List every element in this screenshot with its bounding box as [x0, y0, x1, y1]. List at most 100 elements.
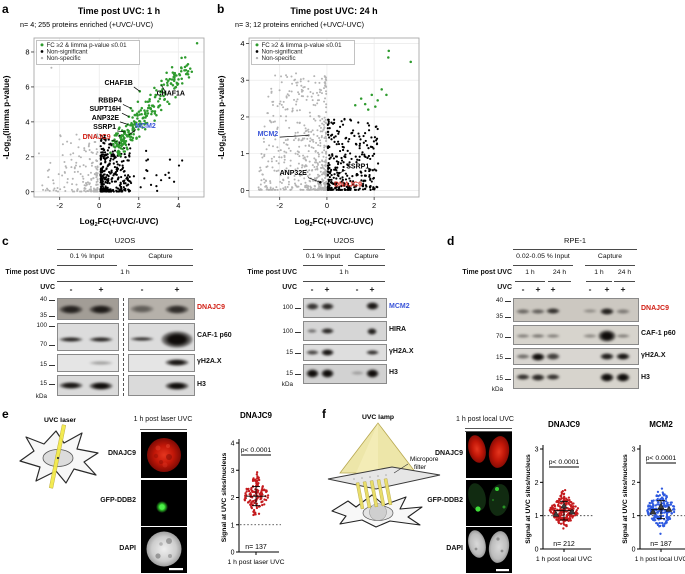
micrograph-dnajc9-laser: [141, 432, 187, 478]
blot-box: [128, 298, 195, 320]
svg-text:Non-significant: Non-significant: [47, 49, 88, 56]
protein-band: [160, 330, 194, 348]
svg-text:4: 4: [240, 39, 244, 48]
protein-band: [350, 371, 364, 375]
svg-text:0: 0: [632, 547, 636, 554]
protein-band: [546, 374, 560, 381]
protein-band: [89, 360, 113, 365]
protein-band: [365, 368, 379, 378]
protein-band: [616, 308, 630, 314]
protein-band: [305, 302, 319, 310]
protein-band: [59, 382, 83, 389]
kda-tick: [295, 353, 301, 355]
micro-row-label-gfpddb2: GFP-DDB2: [427, 497, 463, 504]
uvc-sign: -: [355, 284, 359, 294]
divider: [513, 265, 573, 266]
column-header: 0.1 % Input: [69, 253, 105, 260]
svg-text:0: 0: [535, 547, 539, 554]
protein-band: [320, 328, 334, 334]
protein-label-ssrp1: SSRP1: [93, 124, 116, 131]
divider: [548, 281, 571, 282]
kda-marker: 70: [39, 341, 47, 349]
kda-marker: 100: [282, 304, 293, 311]
protein-band: [531, 308, 545, 314]
svg-text:3: 3: [231, 468, 235, 475]
protein-label-anp32e: ANP32E: [280, 170, 308, 177]
y-axis-label: Signal at UVC sites/nucleus: [221, 453, 228, 543]
divider: [303, 249, 385, 250]
uvc-sign: +: [98, 284, 104, 294]
x-axis-label: 1 h post local UVC: [635, 556, 685, 563]
kda-marker: 15: [285, 370, 293, 377]
svg-text:Non-specific: Non-specific: [262, 55, 296, 62]
svg-text:-2: -2: [276, 201, 283, 210]
divider: [465, 430, 512, 432]
protein-label-ssrp1: SSRP1: [346, 163, 369, 170]
kda-tick: [49, 300, 55, 302]
time-value: 1 h: [525, 269, 535, 276]
time-post-uvc-label: Time post UVC: [462, 269, 512, 276]
kda-marker: 15: [39, 380, 47, 388]
svg-text:-2: -2: [56, 201, 63, 210]
kda-marker: 15: [495, 354, 503, 362]
kda-marker: 70: [495, 333, 503, 341]
chart-title: Time post UVC: 24 h: [290, 6, 377, 16]
protein-band: [600, 307, 614, 315]
kda-tick: [505, 337, 511, 339]
panel-f: f UVC lamp Micropore filter 1 h post loc…: [320, 405, 685, 574]
cell-line-label: U2OS: [114, 236, 136, 245]
kda-tick: [505, 317, 511, 319]
column-header: 0.02-0.05 % Input: [516, 253, 570, 260]
time-value: 24 h: [617, 269, 632, 276]
kda-tick: [295, 332, 301, 333]
kda-marker: 35: [495, 313, 503, 321]
svg-text:8: 8: [25, 47, 29, 56]
svg-text:3: 3: [240, 76, 244, 85]
uvc-label: UVC: [497, 284, 512, 291]
x-axis-label: Log2FC(+UVC/-UVC): [80, 217, 159, 228]
micro-row-label-gfpddb2: GFP-DDB2: [100, 497, 136, 504]
time-value: 1 h: [339, 269, 349, 276]
svg-text:0: 0: [25, 187, 29, 196]
scatter-points: [257, 49, 412, 191]
target-label: CAF-1 p60: [641, 330, 676, 337]
uvc-sign: -: [140, 284, 144, 294]
blot-box: [128, 354, 195, 372]
uvc-sign: +: [369, 284, 375, 294]
p-value-label: p< 0.0001: [646, 455, 677, 462]
target-label: DNAJC9: [641, 305, 670, 312]
protein-band: [89, 336, 113, 342]
blot-box: [57, 375, 119, 396]
uvc-lamp-cartoon-title: UVC lamp: [362, 414, 394, 421]
time-value: 24 h: [552, 269, 567, 276]
protein-label-supt16h: SUPT16H: [89, 106, 121, 113]
panel-b-label: b: [217, 2, 225, 16]
cone-highlight: [356, 423, 378, 473]
time-post-uvc-label: Time post UVC: [5, 269, 55, 276]
chart-title: Time post UVC: 1 h: [78, 6, 160, 16]
y-axis-label: -Log10(limma p-value): [2, 75, 13, 159]
uvc-sign: -: [588, 284, 592, 294]
uvc-sign: -: [310, 284, 314, 294]
replicate-mean-triangles: [552, 502, 576, 517]
svg-text:2: 2: [137, 201, 141, 210]
target-label: CAF-1 p60: [197, 332, 232, 339]
protein-label-mcm2: MCM2: [135, 123, 156, 130]
kda-tick: [505, 358, 511, 360]
svg-text:2: 2: [25, 152, 29, 161]
replicate-mean-triangles: [649, 503, 673, 515]
micrograph-gfpddb2-laser: [141, 479, 187, 526]
svg-text:0: 0: [325, 201, 329, 210]
micro-row-label-dnajc9: DNAJC9: [434, 450, 463, 457]
volcano-plot-24h: -2 0 2 0 1 2 3 4 MCM2 ANP32E SSRP1 DNAJC9 FC ≥2 & li…: [217, 6, 420, 228]
scale-bar: [169, 568, 183, 571]
chart-subtitle: n= 4; 255 proteins enriched (+UVC/-UVC): [20, 20, 153, 29]
kda-marker: 40: [39, 296, 47, 304]
x-axis-label: 1 h post laser UVC: [227, 559, 284, 566]
divider: [585, 265, 635, 266]
kda-tick: [49, 326, 55, 328]
divider: [303, 265, 343, 266]
svg-text:0: 0: [231, 550, 235, 557]
protein-band: [365, 302, 379, 311]
micrograph-gfpddb2-local: [466, 479, 512, 526]
